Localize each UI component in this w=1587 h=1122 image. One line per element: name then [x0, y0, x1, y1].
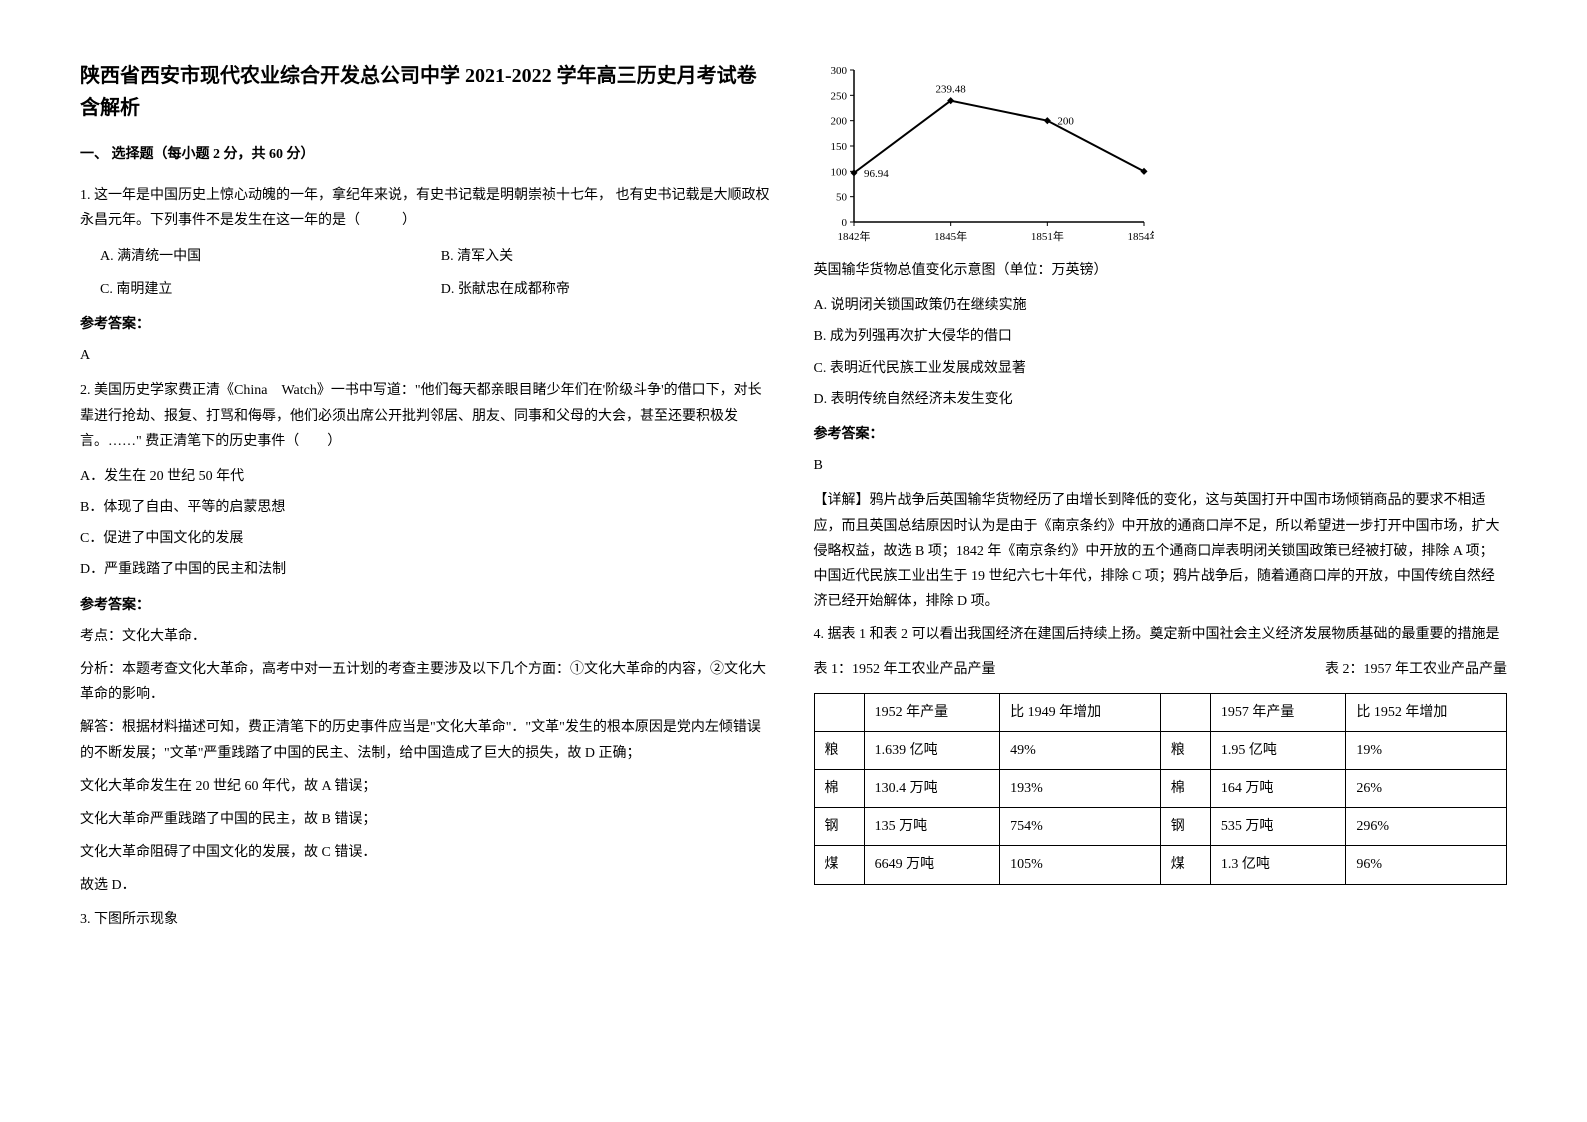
svg-text:1851年: 1851年 — [1030, 229, 1063, 243]
svg-text:100: 100 — [830, 166, 847, 178]
table-titles-row: 表 1：1952 年工农业产品产量 表 2：1957 年工农业产品产量 — [814, 657, 1508, 682]
table-cell: 96% — [1346, 846, 1507, 884]
svg-text:150: 150 — [830, 141, 847, 153]
q2-options: A．发生在 20 世纪 50 年代 B．体现了自由、平等的启蒙思想 C．促进了中… — [80, 464, 774, 583]
table-cell: 煤 — [1160, 846, 1210, 884]
q1-answer-label: 参考答案： — [80, 312, 774, 337]
svg-text:1842年: 1842年 — [837, 229, 870, 243]
q1-opt-a: A. 满清统一中国 — [100, 244, 433, 269]
q1-text: 1. 这一年是中国历史上惊心动魄的一年，拿纪年来说，有史书记载是明朝崇祯十七年，… — [80, 183, 774, 233]
q3-opt-c: C. 表明近代民族工业发展成效显著 — [814, 356, 1508, 381]
table-cell: 棉 — [814, 770, 864, 808]
table-header: 1952 年产量 — [864, 693, 999, 731]
q2-p5: 文化大革命严重践踏了中国的民主，故 B 错误； — [80, 807, 774, 832]
table-cell: 130.4 万吨 — [864, 770, 999, 808]
q1-answer: A — [80, 343, 774, 368]
table2-title: 表 2：1957 年工农业产品产量 — [1325, 657, 1507, 682]
table-header: 比 1952 年增加 — [1346, 693, 1507, 731]
q4-table: 1952 年产量比 1949 年增加1957 年产量比 1952 年增加粮1.6… — [814, 693, 1508, 885]
table-row: 煤6649 万吨105%煤1.3 亿吨96% — [814, 846, 1507, 884]
svg-text:300: 300 — [830, 65, 847, 77]
chart-container: 0 50 100 150 200 250 300 1842年 1845年 1851年 1854年 96… — [814, 60, 1154, 250]
svg-text:50: 50 — [836, 192, 848, 204]
table-header: 1957 年产量 — [1210, 693, 1345, 731]
q2-p1: 考点：文化大革命． — [80, 624, 774, 649]
table-row: 棉130.4 万吨193%棉164 万吨26% — [814, 770, 1507, 808]
q3-answer-label: 参考答案： — [814, 422, 1508, 447]
table1-title: 表 1：1952 年工农业产品产量 — [814, 657, 996, 682]
table-cell: 1.3 亿吨 — [1210, 846, 1345, 884]
table-cell: 19% — [1346, 731, 1507, 769]
q3-opt-b: B. 成为列强再次扩大侵华的借口 — [814, 324, 1508, 349]
q2-opt-b: B．体现了自由、平等的启蒙思想 — [80, 495, 774, 520]
table-cell: 6649 万吨 — [864, 846, 999, 884]
line-chart: 0 50 100 150 200 250 300 1842年 1845年 1851年 1854年 96… — [814, 60, 1154, 250]
table-header — [1160, 693, 1210, 731]
table-cell: 135 万吨 — [864, 808, 999, 846]
q3-answer: B — [814, 453, 1508, 478]
q3-text: 3. 下图所示现象 — [80, 907, 774, 932]
table-row: 粮1.639 亿吨49%粮1.95 亿吨19% — [814, 731, 1507, 769]
table-cell: 105% — [1000, 846, 1161, 884]
svg-text:96.94: 96.94 — [864, 168, 889, 180]
q1-opt-c: C. 南明建立 — [100, 277, 433, 302]
table-cell: 754% — [1000, 808, 1161, 846]
q2-opt-d: D．严重践踏了中国的民主和法制 — [80, 557, 774, 582]
q3-explanation: 【详解】鸦片战争后英国输华货物经历了由增长到降低的变化，这与英国打开中国市场倾销… — [814, 488, 1508, 614]
q2-opt-c: C．促进了中国文化的发展 — [80, 526, 774, 551]
table-cell: 535 万吨 — [1210, 808, 1345, 846]
svg-text:1845年: 1845年 — [934, 229, 967, 243]
table-header — [814, 693, 864, 731]
q2-p7: 故选 D． — [80, 873, 774, 898]
q2-p3: 解答：根据材料描述可知，费正清笔下的历史事件应当是"文化大革命"．"文革"发生的… — [80, 715, 774, 765]
table-cell: 193% — [1000, 770, 1161, 808]
q4-text: 4. 据表 1 和表 2 可以看出我国经济在建国后持续上扬。奠定新中国社会主义经… — [814, 622, 1508, 647]
table-cell: 煤 — [814, 846, 864, 884]
table-cell: 164 万吨 — [1210, 770, 1345, 808]
q1-opt-b: B. 清军入关 — [441, 244, 774, 269]
table-row: 钢135 万吨754%钢535 万吨296% — [814, 808, 1507, 846]
q3-options: A. 说明闭关锁国政策仍在继续实施 B. 成为列强再次扩大侵华的借口 C. 表明… — [814, 293, 1508, 412]
q1-opt-d: D. 张献忠在成都称帝 — [441, 277, 774, 302]
table-cell: 26% — [1346, 770, 1507, 808]
q2-p6: 文化大革命阻碍了中国文化的发展，故 C 错误． — [80, 840, 774, 865]
q3-opt-d: D. 表明传统自然经济未发生变化 — [814, 387, 1508, 412]
svg-text:239.48: 239.48 — [935, 84, 966, 96]
svg-text:200: 200 — [1057, 116, 1074, 128]
q2-p2: 分析：本题考查文化大革命，高考中对一五计划的考查主要涉及以下几个方面：①文化大革… — [80, 657, 774, 707]
svg-text:200: 200 — [830, 116, 847, 128]
table-cell: 1.95 亿吨 — [1210, 731, 1345, 769]
table-cell: 钢 — [1160, 808, 1210, 846]
svg-text:250: 250 — [830, 90, 847, 102]
q2-p4: 文化大革命发生在 20 世纪 60 年代，故 A 错误； — [80, 774, 774, 799]
q1-options: A. 满清统一中国 B. 清军入关 C. 南明建立 D. 张献忠在成都称帝 — [100, 244, 774, 302]
q2-answer-label: 参考答案： — [80, 593, 774, 618]
table-cell: 1.639 亿吨 — [864, 731, 999, 769]
svg-text:0: 0 — [841, 217, 847, 229]
svg-text:1854年: 1854年 — [1127, 229, 1154, 243]
table-cell: 49% — [1000, 731, 1161, 769]
table-header: 比 1949 年增加 — [1000, 693, 1161, 731]
q2-text: 2. 美国历史学家费正清《China Watch》一书中写道："他们每天都亲眼目… — [80, 378, 774, 454]
q3-opt-a: A. 说明闭关锁国政策仍在继续实施 — [814, 293, 1508, 318]
doc-title: 陕西省西安市现代农业综合开发总公司中学 2021-2022 学年高三历史月考试卷… — [80, 60, 774, 124]
table-cell: 钢 — [814, 808, 864, 846]
left-column: 陕西省西安市现代农业综合开发总公司中学 2021-2022 学年高三历史月考试卷… — [80, 60, 774, 1062]
table-cell: 棉 — [1160, 770, 1210, 808]
table-cell: 粮 — [1160, 731, 1210, 769]
table-cell: 296% — [1346, 808, 1507, 846]
chart-caption: 英国输华货物总值变化示意图（单位：万英镑） — [814, 258, 1508, 283]
table-cell: 粮 — [814, 731, 864, 769]
right-column: 0 50 100 150 200 250 300 1842年 1845年 1851年 1854年 96… — [814, 60, 1508, 1062]
q2-opt-a: A．发生在 20 世纪 50 年代 — [80, 464, 774, 489]
section-1-title: 一、 选择题（每小题 2 分，共 60 分） — [80, 142, 774, 167]
